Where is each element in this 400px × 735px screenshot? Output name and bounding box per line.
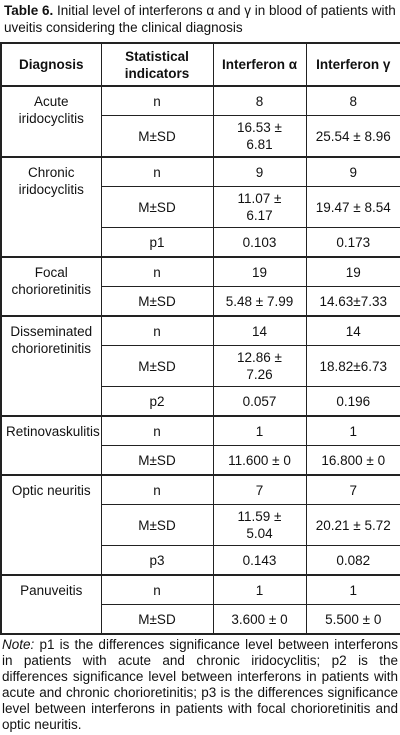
table-cell: M±SD bbox=[100, 504, 214, 546]
table-row: Optic neuritis n 7 7 bbox=[0, 474, 400, 576]
table-cell: M±SD bbox=[100, 445, 214, 476]
table-row: p1 0.103 0.173 bbox=[1, 227, 400, 258]
table-cell: n bbox=[100, 315, 214, 346]
table-cell: 7 bbox=[212, 474, 307, 505]
table-cell: M±SD bbox=[100, 186, 214, 228]
table-row: Focal chorioretinitis n 19 19 bbox=[0, 256, 400, 317]
table-cell: 9 bbox=[212, 156, 307, 187]
table-cell: 19 bbox=[305, 256, 400, 287]
table-cell: 0.196 bbox=[305, 386, 400, 417]
table-row: M±SD 3.600 ± 0 5.500 ± 0 bbox=[1, 604, 400, 635]
table-cell: 16.53 ± 6.81 bbox=[212, 115, 307, 158]
note: Note: p1 is the differences significance… bbox=[0, 635, 400, 733]
table-cell: 8 bbox=[212, 85, 307, 116]
table-cell: M±SD bbox=[100, 604, 214, 635]
table-cell: 3.600 ± 0 bbox=[212, 604, 307, 635]
table-cell: 7 bbox=[305, 474, 400, 505]
table-cell: 1 bbox=[305, 574, 400, 605]
diagnosis-cell: Retinovaskulitis bbox=[0, 415, 102, 476]
table-row: Disseminated chorioretinitis n 14 14 bbox=[0, 315, 400, 417]
caption-text: Initial level of interferons α and γ in … bbox=[4, 3, 396, 35]
table-cell: 8 bbox=[305, 85, 400, 116]
table-row: Retinovaskulitis n 1 1 bbox=[0, 415, 400, 476]
table-cell: 0.173 bbox=[305, 227, 400, 258]
table-cell: 12.86 ± 7.26 bbox=[212, 345, 307, 387]
table-cell: 20.21 ± 5.72 bbox=[305, 504, 400, 546]
table-cell: M±SD bbox=[100, 345, 214, 387]
table-cell: n bbox=[100, 474, 214, 505]
table-cell: n bbox=[100, 415, 214, 446]
table-cell: 1 bbox=[305, 415, 400, 446]
table-row: Chronic iridocyclitis n 9 9 bbox=[0, 156, 400, 258]
table-cell: M±SD bbox=[100, 286, 214, 317]
table-cell: 19.47 ± 8.54 bbox=[305, 186, 400, 228]
table-cell: 5.500 ± 0 bbox=[305, 604, 400, 635]
table-cell: n bbox=[100, 574, 214, 605]
table-cell: 1 bbox=[212, 574, 307, 605]
table-row: Acute iridocyclitis n 8 8 bbox=[0, 85, 400, 158]
table-cell: 0.057 bbox=[212, 386, 307, 417]
header-cell: Statistical indicators bbox=[100, 42, 214, 87]
diagnosis-cell: Acute iridocyclitis bbox=[0, 85, 102, 158]
table-cell: n bbox=[100, 256, 214, 287]
table-cell: 9 bbox=[305, 156, 400, 187]
note-label: Note: bbox=[2, 637, 35, 652]
table-row: p2 0.057 0.196 bbox=[1, 386, 400, 417]
table-cell: p1 bbox=[100, 227, 214, 258]
table-cell: 18.82±6.73 bbox=[305, 345, 400, 387]
table-cell: 19 bbox=[212, 256, 307, 287]
table-cell: 11.600 ± 0 bbox=[212, 445, 307, 476]
caption: Table 6. Initial level of interferons α … bbox=[0, 0, 400, 42]
table-cell: 25.54 ± 8.96 bbox=[305, 115, 400, 158]
table-cell: p2 bbox=[100, 386, 214, 417]
diagnosis-cell: Focal chorioretinitis bbox=[0, 256, 102, 317]
table-row: M±SD 5.48 ± 7.99 14.63±7.33 bbox=[1, 286, 400, 317]
table-cell: M±SD bbox=[100, 115, 214, 158]
table-cell: 0.082 bbox=[305, 545, 400, 576]
table-cell: n bbox=[100, 85, 214, 116]
data-table: Diagnosis Statistical indicators Interfe… bbox=[0, 42, 400, 635]
table-row: M±SD 11.59 ± 5.04 20.21 ± 5.72 bbox=[1, 504, 400, 546]
diagnosis-cell: Chronic iridocyclitis bbox=[0, 156, 102, 258]
table-cell: 1 bbox=[212, 415, 307, 446]
header-row: Diagnosis Statistical indicators Interfe… bbox=[0, 42, 400, 87]
table-cell: p3 bbox=[100, 545, 214, 576]
note-text: p1 is the differences significance level… bbox=[2, 637, 398, 732]
table-cell: 0.143 bbox=[212, 545, 307, 576]
table-row: p3 0.143 0.082 bbox=[1, 545, 400, 576]
table-cell: 14.63±7.33 bbox=[305, 286, 400, 317]
table-cell: 0.103 bbox=[212, 227, 307, 258]
diagnosis-cell: Disseminated chorioretinitis bbox=[0, 315, 102, 417]
table-cell: 11.07 ± 6.17 bbox=[212, 186, 307, 228]
header-cell: Interferon α bbox=[212, 42, 307, 87]
table-row: M±SD 11.07 ± 6.17 19.47 ± 8.54 bbox=[1, 186, 400, 228]
table-cell: 11.59 ± 5.04 bbox=[212, 504, 307, 546]
caption-label: Table 6. bbox=[4, 3, 54, 18]
table-cell: 14 bbox=[305, 315, 400, 346]
header-cell: Interferon γ bbox=[305, 42, 400, 87]
diagnosis-cell: Panuveitis bbox=[0, 574, 102, 635]
table-cell: 16.800 ± 0 bbox=[305, 445, 400, 476]
table-cell: 14 bbox=[212, 315, 307, 346]
table-cell: n bbox=[100, 156, 214, 187]
header-cell: Diagnosis bbox=[0, 42, 102, 87]
table-row: Panuveitis n 1 1 bbox=[0, 574, 400, 635]
table-cell: 5.48 ± 7.99 bbox=[212, 286, 307, 317]
table-row: M±SD 12.86 ± 7.26 18.82±6.73 bbox=[1, 345, 400, 387]
table-row: M±SD 16.53 ± 6.81 25.54 ± 8.96 bbox=[1, 115, 400, 158]
table-body: Acute iridocyclitis n 8 8 M±SD 16.53 ± 6.81 25… bbox=[0, 85, 400, 635]
diagnosis-cell: Optic neuritis bbox=[0, 474, 102, 576]
